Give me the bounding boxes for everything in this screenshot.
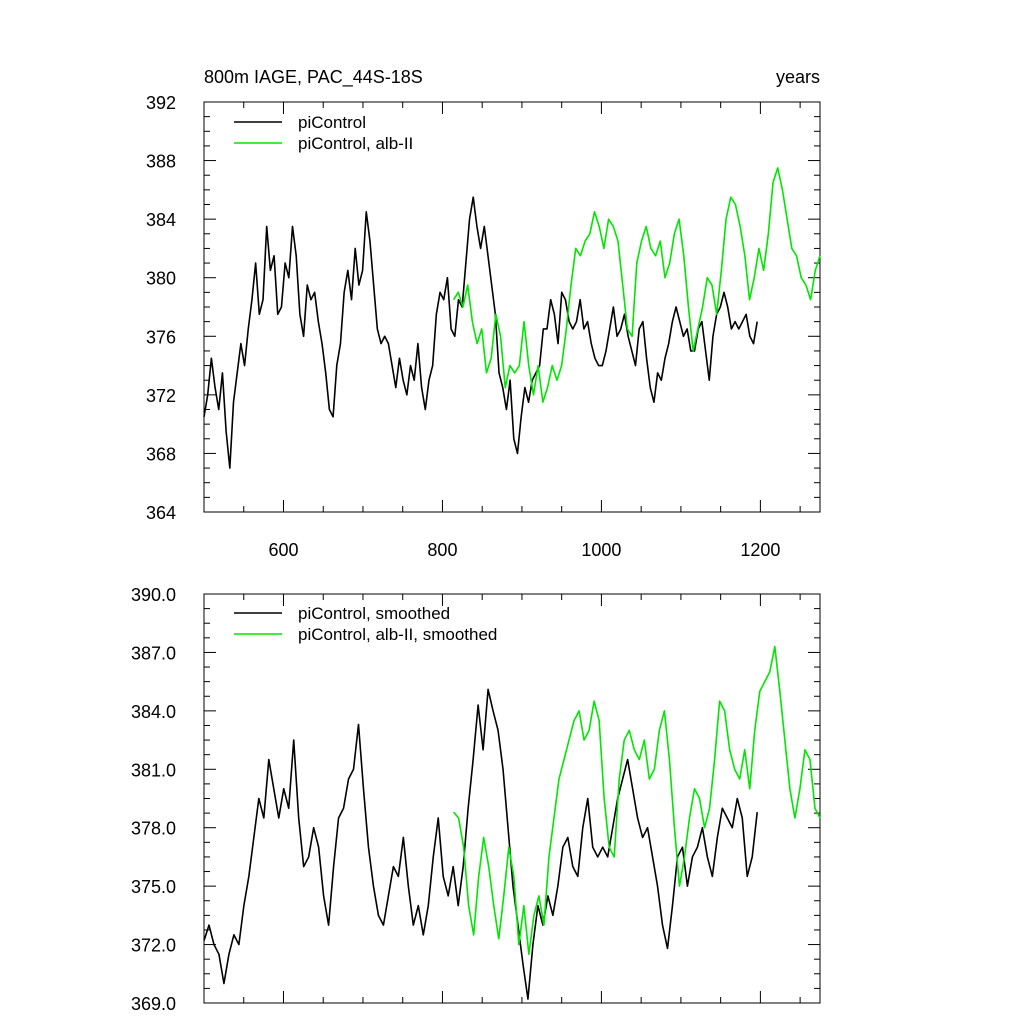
bottom-y-tick-label: 369.0	[131, 994, 176, 1014]
bottom-plot-frame	[203, 593, 821, 1004]
top-legend: piControl piControl, alb-II	[234, 113, 413, 153]
bottom-y-tick-label: 375.0	[131, 877, 176, 897]
top-legend-label: piControl	[298, 113, 366, 132]
top-legend-label: piControl, alb-II	[298, 134, 413, 153]
bottom-series-line-picontrol	[203, 688, 759, 1000]
top-x-tick-label: 1000	[581, 540, 621, 560]
bottom-y-tick-label: 384.0	[131, 702, 176, 722]
bottom-legend-label: piControl, alb-II, smoothed	[298, 625, 497, 644]
top-x-tick-label: 600	[268, 540, 298, 560]
bottom-legend: piControl, smoothed piControl, alb-II, sm…	[234, 604, 497, 644]
top-y-tick-label: 380	[146, 269, 176, 289]
bottom-y-tick-label: 372.0	[131, 936, 176, 956]
bottom-y-tick-label: 378.0	[131, 819, 176, 839]
top-y-tick-label: 372	[146, 386, 176, 406]
top-y-tick-label: 384	[146, 210, 176, 230]
top-y-tick-label: 392	[146, 93, 176, 113]
bottom-y-tick-label: 381.0	[131, 760, 176, 780]
bottom-axes: 369.0 372.0 375.0 378.0 381.0 384.0 387.0 390.0	[131, 585, 821, 1014]
bottom-series	[203, 645, 821, 1000]
top-series-line-alb-ii	[452, 167, 821, 403]
bottom-y-tick-label: 387.0	[131, 643, 176, 663]
bottom-legend-label: piControl, smoothed	[298, 604, 450, 623]
top-y-tick-label: 368	[146, 444, 176, 464]
top-x-unit-label: years	[776, 67, 820, 87]
bottom-series-line-alb-ii	[452, 645, 821, 956]
top-panel: 800m IAGE, PAC_44S-18S years 364 368 372 37…	[146, 67, 821, 560]
top-x-tick-label: 800	[427, 540, 457, 560]
top-series	[203, 167, 821, 469]
top-y-tick-label: 364	[146, 503, 176, 523]
top-x-tick-label: 1200	[740, 540, 780, 560]
top-y-tick-label: 376	[146, 327, 176, 347]
top-title: 800m IAGE, PAC_44S-18S	[204, 67, 423, 88]
bottom-y-tick-label: 390.0	[131, 585, 176, 605]
top-axes: 364 368 372 376 380 384 388 392 600 800 1000 1200	[146, 93, 821, 560]
top-series-line-picontrol	[203, 196, 758, 469]
bottom-panel: 369.0 372.0 375.0 378.0 381.0 384.0 387.0 390.0…	[131, 585, 821, 1014]
top-y-tick-label: 388	[146, 152, 176, 172]
